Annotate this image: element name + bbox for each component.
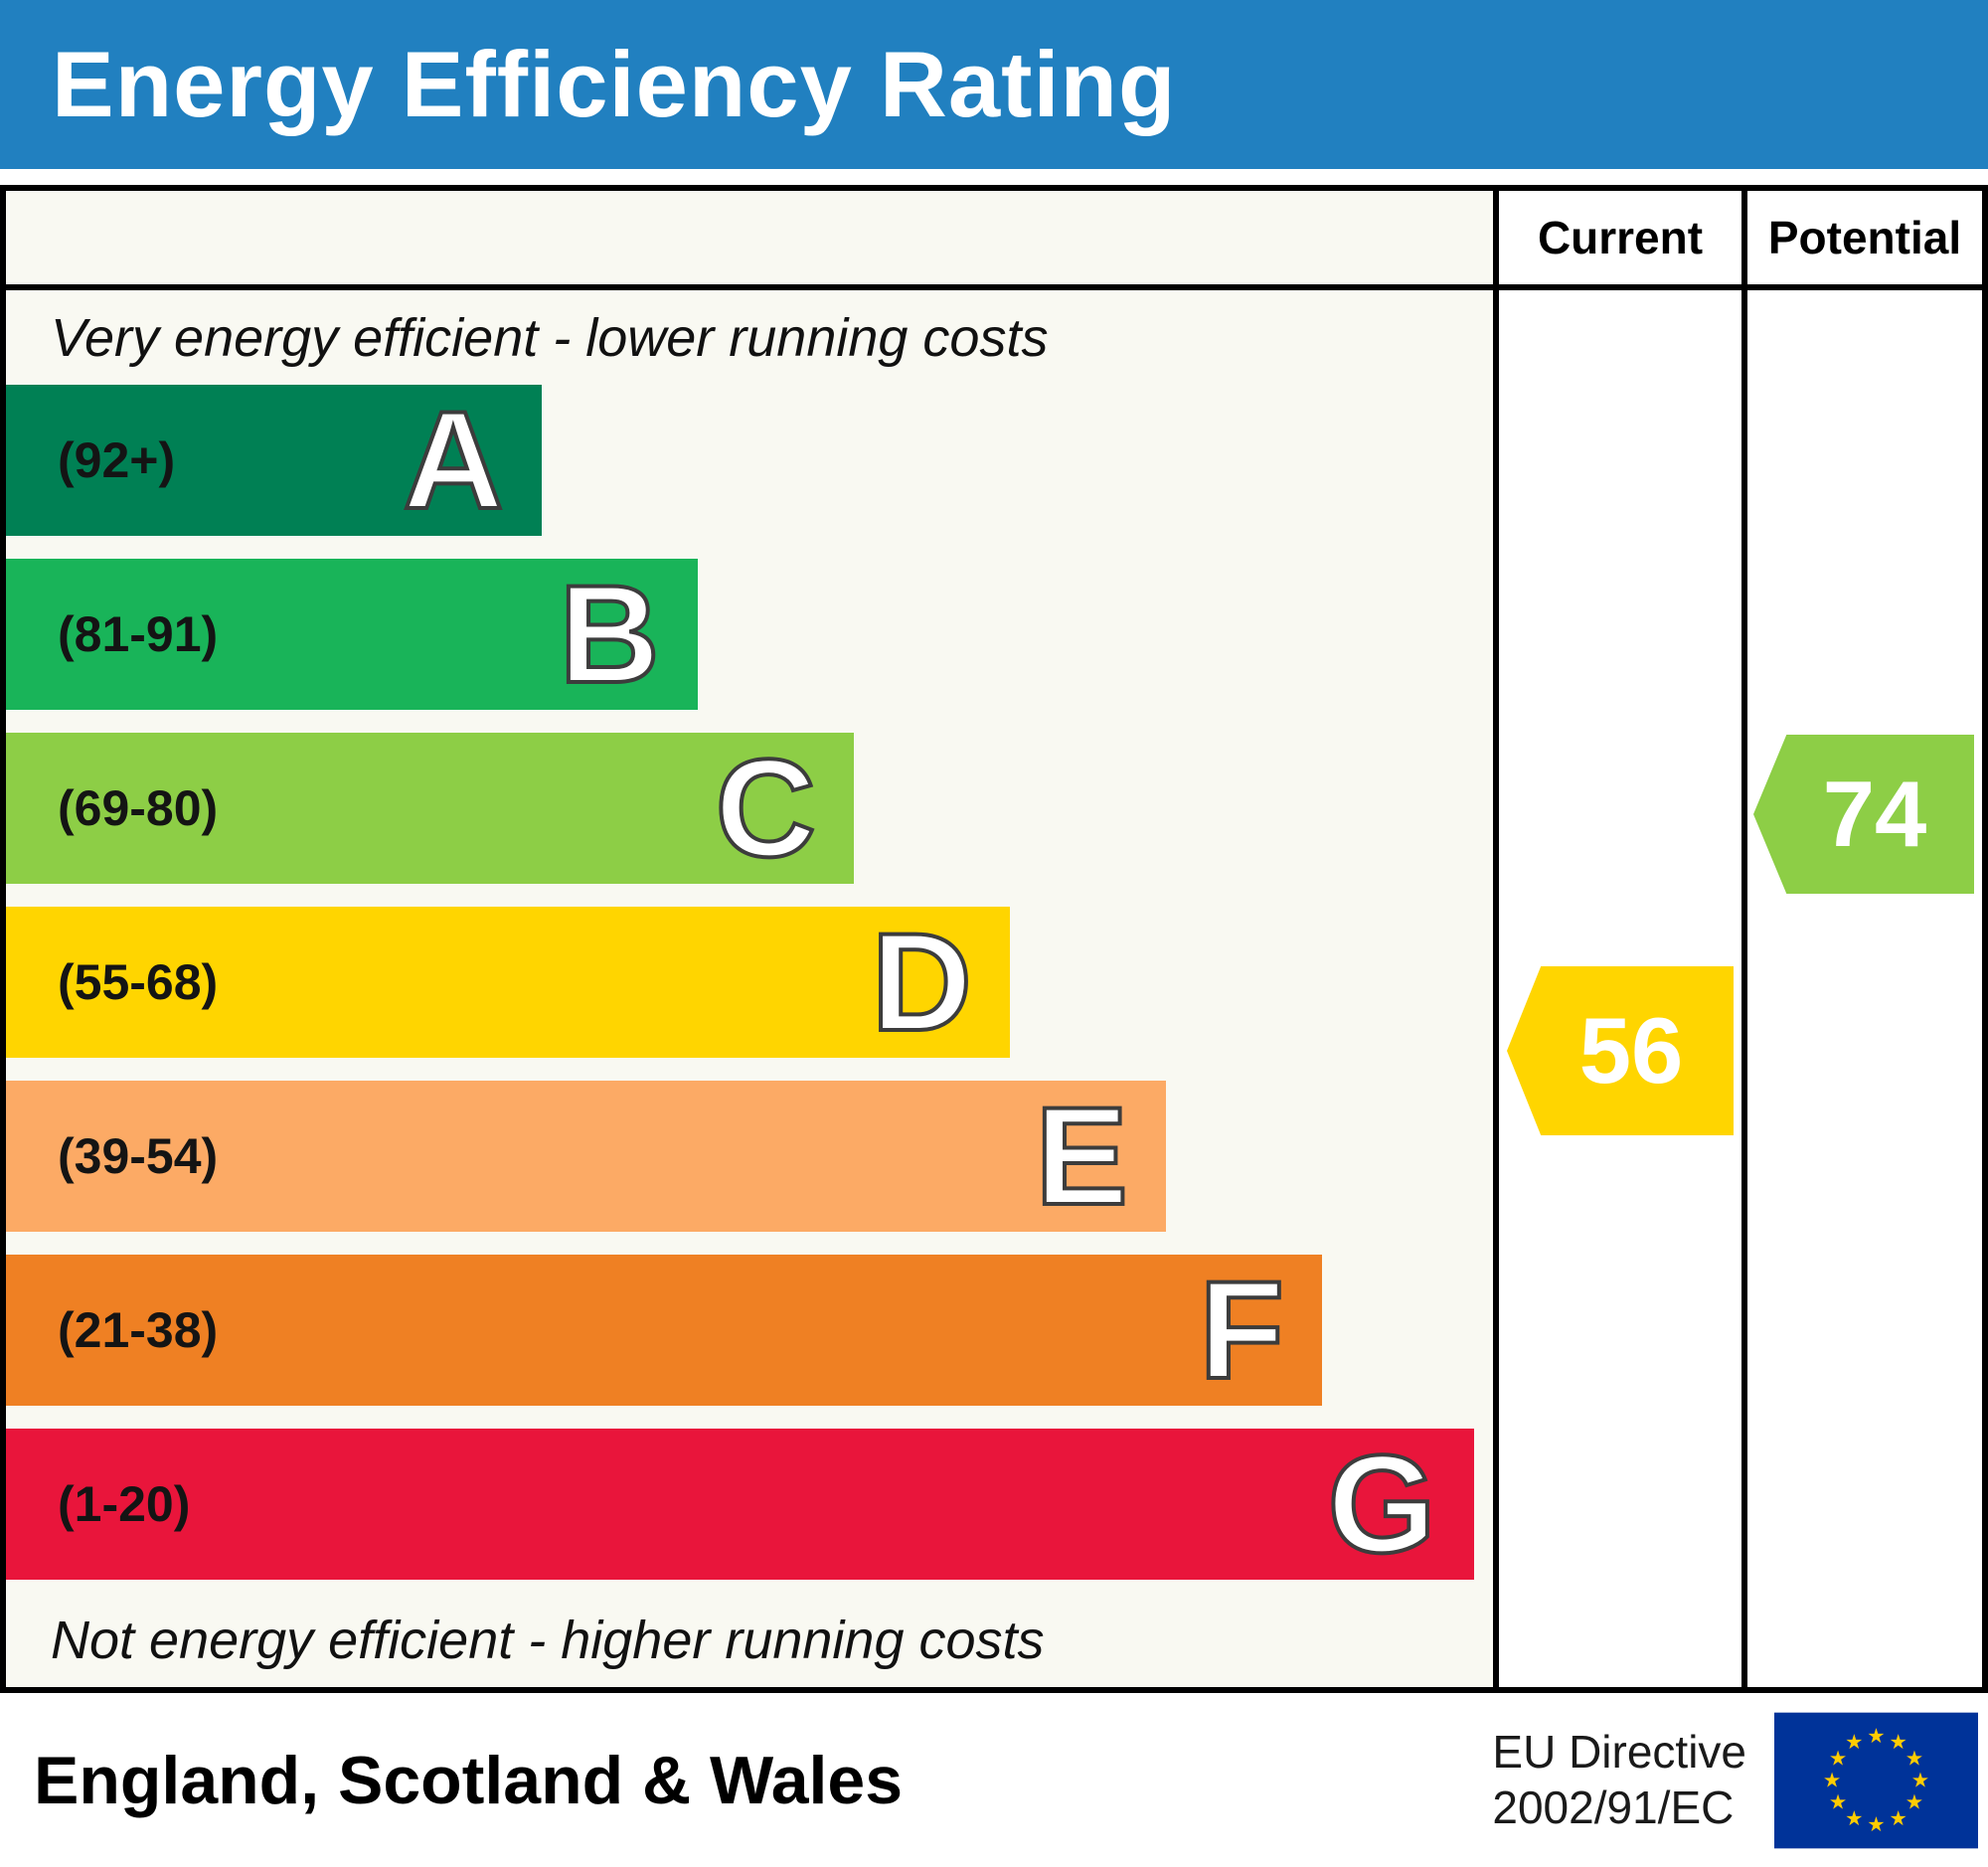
band-letter-f: F [1197, 1252, 1286, 1408]
band-range-e: (39-54) [58, 1128, 219, 1184]
svg-text:★: ★ [1911, 1769, 1929, 1791]
band-letter-e: E [1033, 1078, 1129, 1234]
band-letter-a: A [401, 382, 505, 538]
region-label: England, Scotland & Wales [34, 1742, 904, 1818]
current-arrow: 56 [1507, 966, 1734, 1135]
eu-directive-line2: 2002/91/EC [1492, 1781, 1735, 1833]
potential-value: 74 [1822, 762, 1927, 866]
band-bar-d: (55-68) D [6, 907, 1010, 1058]
band-bar-f: (21-38) F [6, 1255, 1322, 1406]
band-bar-b: (81-91) B [6, 559, 698, 710]
svg-text:★: ★ [1867, 1812, 1885, 1835]
band-range-b: (81-91) [58, 606, 219, 662]
rating-table: Current Potential Very energy efficient … [0, 185, 1988, 1693]
svg-text:★: ★ [1867, 1725, 1885, 1748]
potential-column-header: Potential [1741, 191, 1982, 290]
bands-column: Very energy efficient - lower running co… [6, 290, 1493, 1687]
current-value: 56 [1578, 998, 1684, 1103]
band-letter-d: D [870, 904, 974, 1060]
band-range-g: (1-20) [58, 1476, 191, 1532]
svg-text:★: ★ [1905, 1747, 1923, 1770]
current-column-header: Current [1493, 191, 1741, 290]
band-range-f: (21-38) [58, 1302, 219, 1358]
title-banner: Energy Efficiency Rating [0, 0, 1988, 169]
eu-flag-field [1774, 1712, 1978, 1848]
potential-column: 74 [1741, 290, 1982, 1687]
svg-text:★: ★ [1845, 1806, 1863, 1829]
svg-text:★: ★ [1890, 1806, 1907, 1829]
svg-text:★: ★ [1905, 1790, 1923, 1813]
band-letter-b: B [558, 556, 662, 712]
footer: England, Scotland & Wales EU Directive 2… [0, 1693, 1988, 1867]
svg-text:★: ★ [1823, 1769, 1841, 1791]
header-cell-main [6, 191, 1493, 290]
svg-text:★: ★ [1829, 1790, 1847, 1813]
current-column: 56 [1493, 290, 1741, 1687]
eu-directive-label: EU Directive 2002/91/EC [1492, 1725, 1746, 1834]
banner-spacer [0, 169, 1988, 185]
band-bar-c: (69-80) C [6, 733, 854, 884]
band-range-d: (55-68) [58, 954, 219, 1010]
band-bar-a: (92+) A [6, 385, 542, 536]
band-bars: (92+) A (81-91) B (69-80) C (55-68) D (3… [6, 385, 1493, 1580]
band-range-c: (69-80) [58, 780, 219, 836]
svg-text:★: ★ [1890, 1731, 1907, 1754]
eu-directive-line1: EU Directive [1492, 1726, 1746, 1779]
chart-title: Energy Efficiency Rating [52, 32, 1177, 136]
band-bar-e: (39-54) E [6, 1081, 1166, 1232]
band-letter-c: C [714, 730, 818, 886]
eu-flag-icon: ★ ★ ★ ★ ★ ★ ★ ★ ★ ★ ★ ★ [1774, 1712, 1978, 1848]
band-bar-g: (1-20) G [6, 1429, 1474, 1580]
top-note: Very energy efficient - lower running co… [51, 307, 1049, 368]
bottom-note: Not energy efficient - higher running co… [51, 1610, 1045, 1670]
svg-text:★: ★ [1845, 1731, 1863, 1754]
svg-text:★: ★ [1829, 1747, 1847, 1770]
band-range-a: (92+) [58, 432, 176, 488]
band-letter-g: G [1326, 1426, 1438, 1582]
potential-arrow: 74 [1753, 735, 1974, 894]
eu-flag-stars: ★ ★ ★ ★ ★ ★ ★ ★ ★ ★ ★ ★ [1823, 1725, 1929, 1836]
